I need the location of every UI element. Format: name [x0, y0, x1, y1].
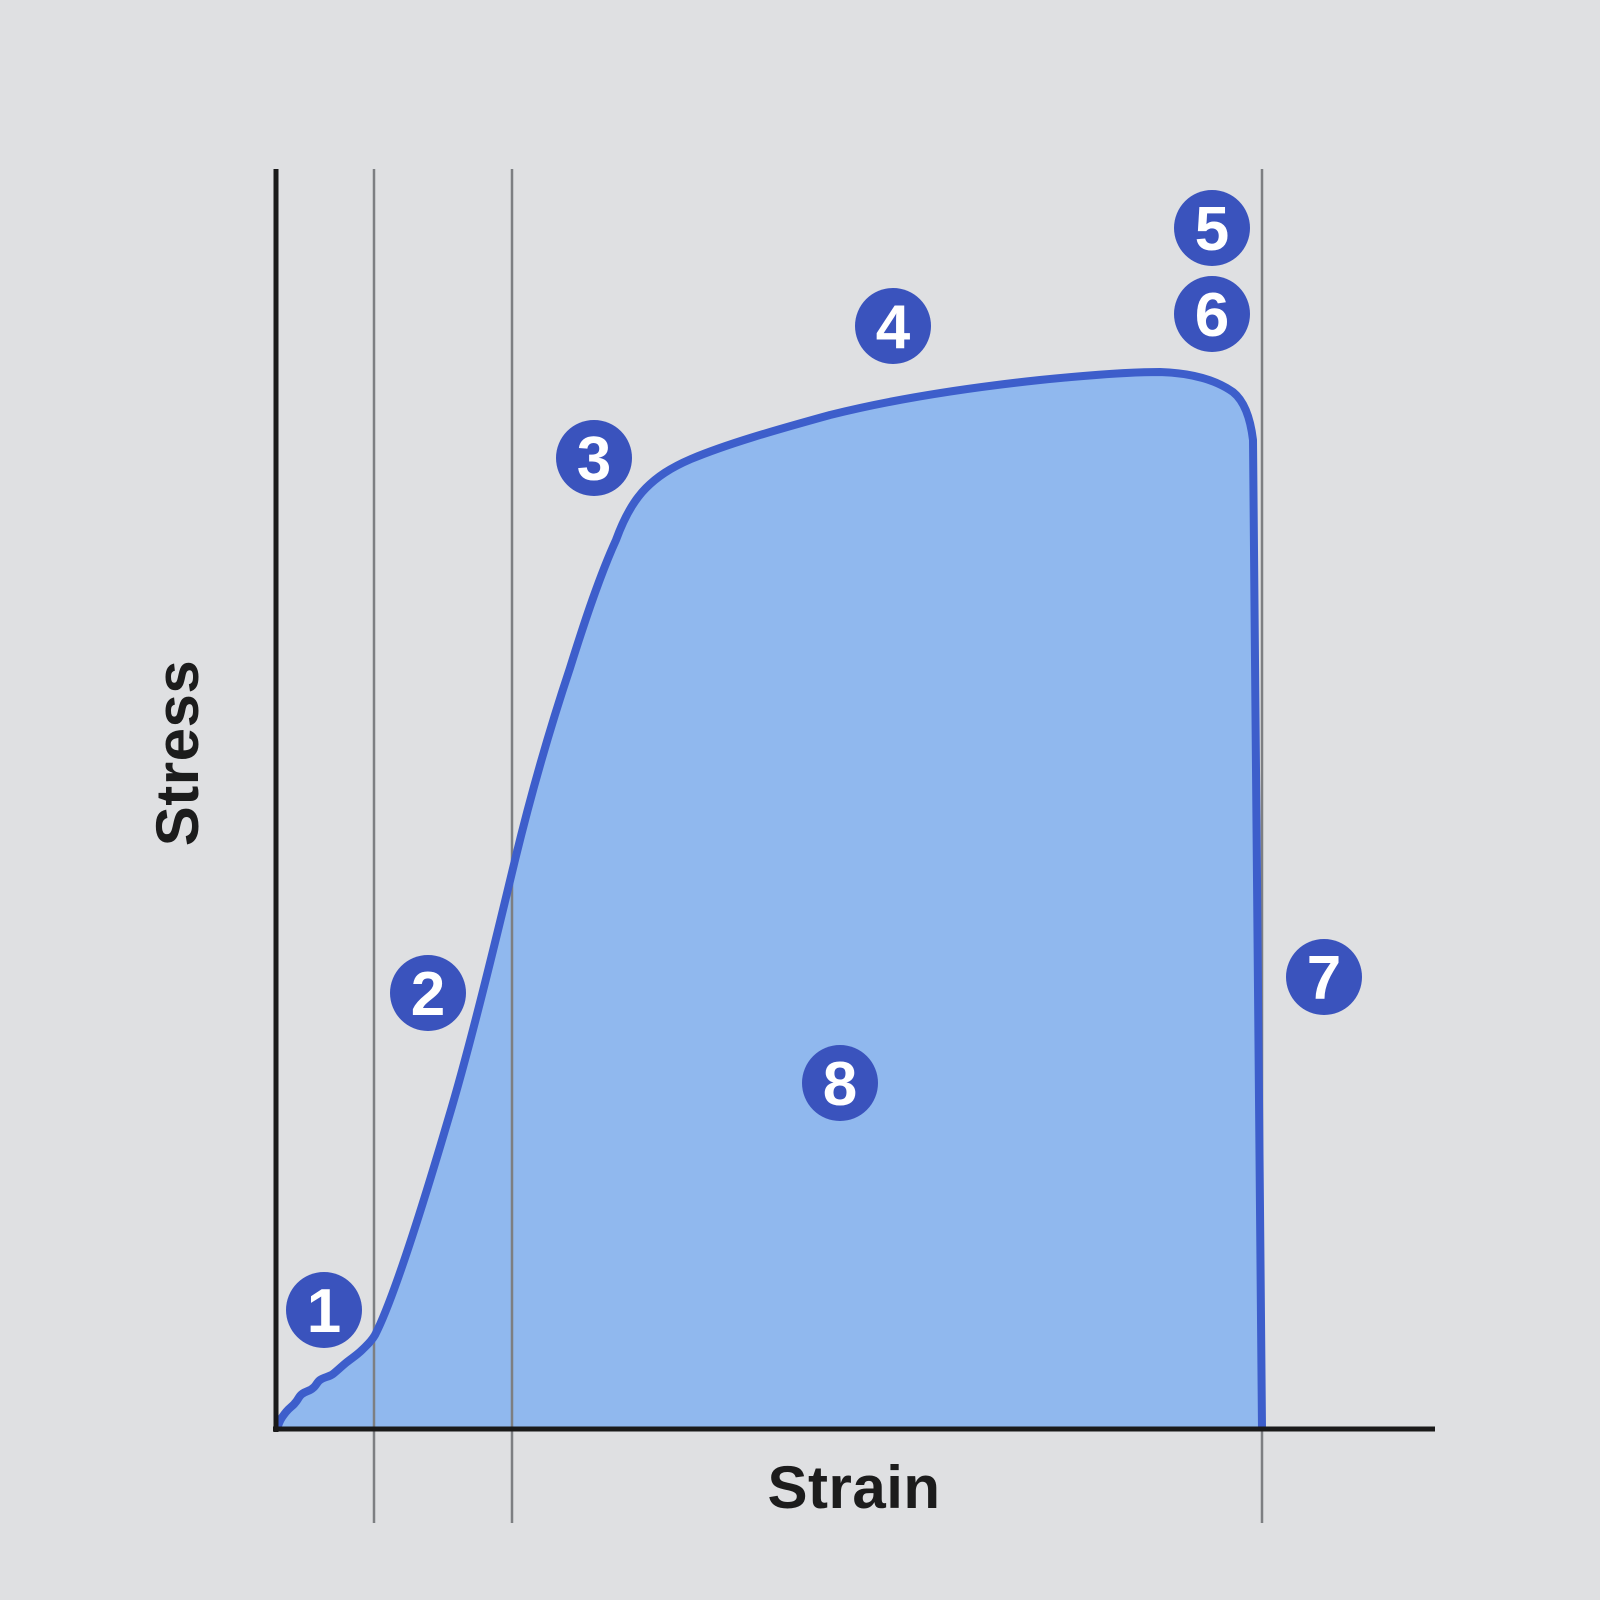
curve-area-fill	[277, 372, 1262, 1429]
marker-6-circle[interactable]	[1174, 276, 1250, 352]
stress-strain-curve	[273, 368, 1266, 1431]
marker-2-circle[interactable]	[390, 955, 466, 1031]
marker-3[interactable]: 3	[556, 420, 632, 496]
x-axis-label: Strain	[767, 1454, 940, 1521]
marker-3-circle[interactable]	[556, 420, 632, 496]
marker-5[interactable]: 5	[1174, 190, 1250, 266]
marker-8[interactable]: 8	[802, 1045, 878, 1121]
marker-7[interactable]: 7	[1286, 939, 1362, 1015]
marker-2[interactable]: 2	[390, 955, 466, 1031]
marker-7-circle[interactable]	[1286, 939, 1362, 1015]
marker-1-circle[interactable]	[286, 1272, 362, 1348]
y-axis-label: Stress	[144, 660, 211, 846]
marker-8-circle[interactable]	[802, 1045, 878, 1121]
marker-6[interactable]: 6	[1174, 276, 1250, 352]
marker-1[interactable]: 1	[286, 1272, 362, 1348]
marker-5-circle[interactable]	[1174, 190, 1250, 266]
marker-4-circle[interactable]	[855, 288, 931, 364]
marker-4[interactable]: 4	[855, 288, 931, 364]
